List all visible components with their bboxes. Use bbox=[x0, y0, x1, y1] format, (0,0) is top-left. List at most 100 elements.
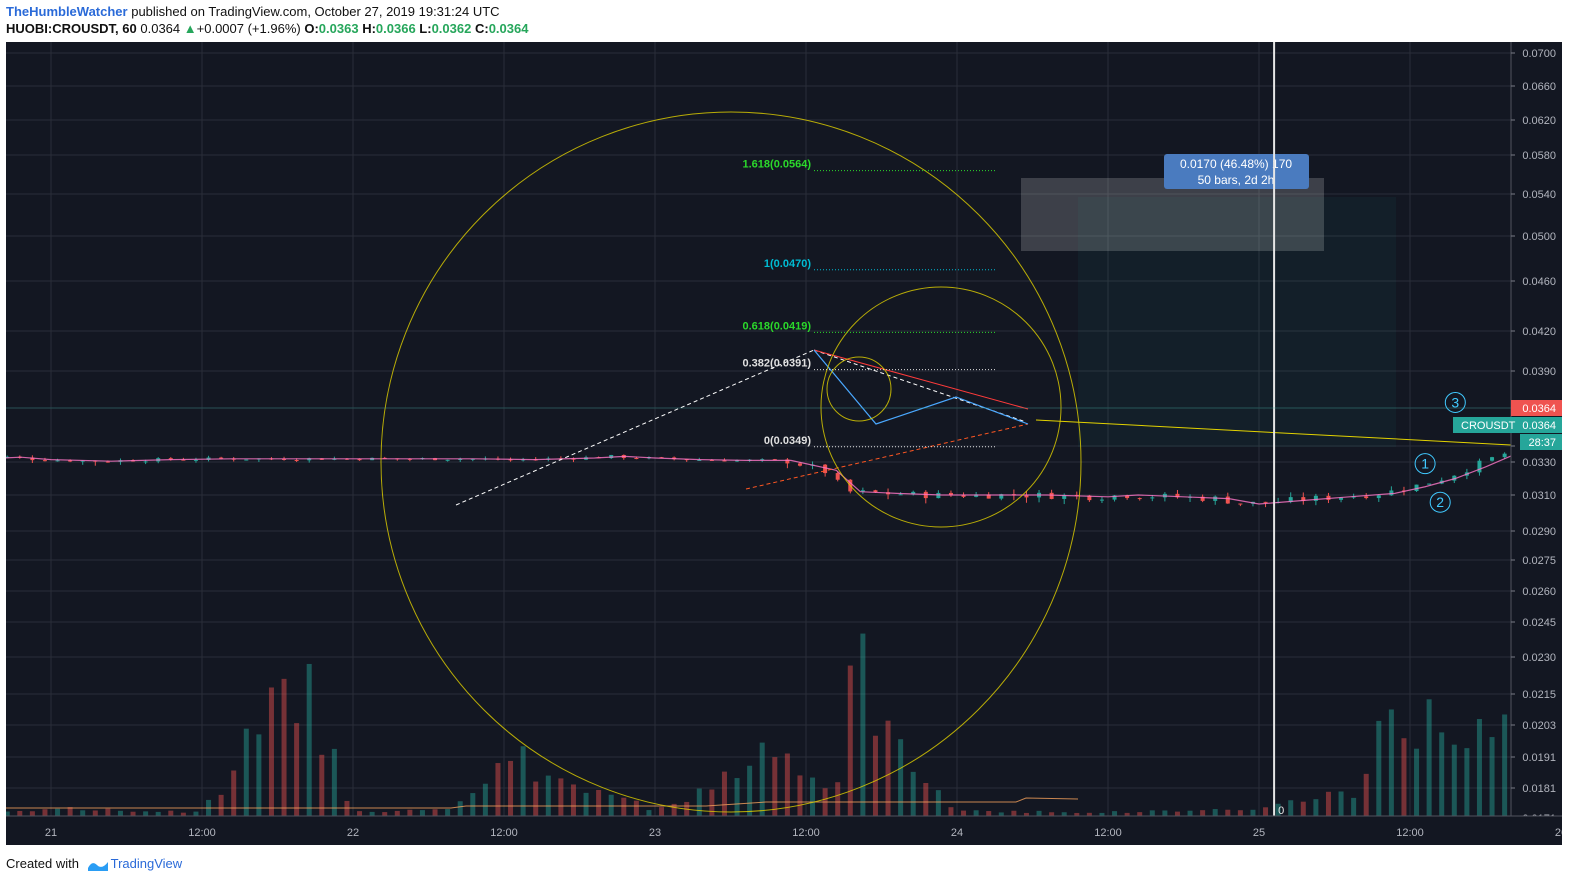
candle-body bbox=[961, 495, 966, 497]
volume-bar bbox=[747, 765, 753, 816]
volume-bar bbox=[432, 809, 438, 816]
countdown-tag bbox=[1520, 434, 1562, 450]
y-axis-label: 0.0580 bbox=[1522, 150, 1556, 162]
candle-body bbox=[1137, 498, 1142, 500]
volume-bar bbox=[294, 723, 300, 816]
volume-bar bbox=[935, 790, 941, 816]
volume-bar bbox=[331, 748, 337, 816]
volume-bar bbox=[1451, 744, 1457, 816]
y-axis-label: 0.0700 bbox=[1522, 48, 1556, 60]
volume-bar bbox=[520, 746, 526, 816]
volume-bar bbox=[1502, 714, 1508, 816]
volume-bar bbox=[105, 808, 111, 816]
volume-bar bbox=[482, 783, 488, 816]
candle-body bbox=[898, 494, 903, 496]
candle-body bbox=[1150, 497, 1155, 499]
volume-bar bbox=[445, 809, 451, 816]
measure-tooltip-line1: 0.0170 (46.48%) 170 bbox=[1180, 157, 1292, 171]
candle-body bbox=[1099, 499, 1104, 501]
candle-body bbox=[1376, 495, 1381, 499]
volume-bar bbox=[533, 781, 539, 816]
wave-label: 1 bbox=[1421, 456, 1429, 472]
volume-bar bbox=[923, 782, 929, 816]
x-axis-label: 26 bbox=[1555, 827, 1562, 839]
fib-level-label: 0.618(0.0419) bbox=[743, 320, 812, 332]
volume-bar bbox=[457, 801, 463, 816]
candle-body bbox=[1427, 483, 1432, 485]
volume-bar bbox=[1464, 748, 1470, 816]
x-axis-label: 12:00 bbox=[1094, 827, 1122, 839]
volume-bar bbox=[281, 678, 287, 816]
trend-dashed-line bbox=[813, 349, 1027, 423]
volume-bar bbox=[1124, 812, 1130, 816]
volume-bar bbox=[1426, 699, 1432, 816]
volume-bar bbox=[1250, 809, 1256, 816]
candle-body bbox=[181, 459, 186, 461]
symbol-legend: HUOBI:CROUSDT, 60 0.0364 ▲+0.0007 (+1.96… bbox=[6, 21, 528, 36]
x-axis-label: 25 bbox=[1253, 827, 1265, 839]
measure-tooltip bbox=[1164, 154, 1309, 189]
candle-body bbox=[80, 460, 85, 462]
x-axis-label: 22 bbox=[347, 827, 359, 839]
wave-marker bbox=[1429, 491, 1451, 513]
tradingview-link[interactable]: TradingView bbox=[110, 856, 183, 871]
candle-body bbox=[735, 460, 740, 462]
x-axis-label: 12:00 bbox=[490, 827, 518, 839]
price-chart[interactable]: 0.0170 (46.48%) 170 50 bars, 2d 2h 1.618(0… bbox=[6, 42, 1562, 845]
volume-bar bbox=[810, 777, 816, 816]
volume-bar bbox=[621, 797, 627, 816]
volume-bar bbox=[1388, 709, 1394, 816]
volume-bar bbox=[1162, 810, 1168, 816]
volume-bar bbox=[1011, 810, 1017, 816]
candle-body bbox=[1175, 493, 1180, 498]
footer: Created with TradingView bbox=[6, 856, 182, 872]
measure-projection-box bbox=[1078, 197, 1396, 447]
author-link[interactable]: TheHumbleWatcher bbox=[6, 4, 128, 19]
volume-bar bbox=[1112, 811, 1118, 816]
volume-bar bbox=[117, 810, 123, 816]
fib-circle-medium bbox=[820, 286, 1062, 528]
y-axis-label: 0.0500 bbox=[1522, 231, 1556, 243]
volume-bar bbox=[784, 753, 790, 816]
volume-bar bbox=[847, 665, 853, 816]
ohlc-close-value: 0.0364 bbox=[488, 21, 529, 36]
candle-body bbox=[193, 459, 198, 461]
ohlc-close-label: C: bbox=[474, 21, 489, 36]
volume-bar bbox=[1212, 809, 1218, 816]
volume-bar bbox=[29, 811, 35, 816]
volume-bar bbox=[1376, 720, 1382, 816]
volume-bar bbox=[143, 811, 149, 816]
volume-bar bbox=[1338, 791, 1344, 816]
volume-bar bbox=[961, 810, 967, 816]
volume-bar bbox=[268, 687, 274, 816]
fib-level-label: 0.382(0.0391) bbox=[743, 358, 812, 370]
candle-body bbox=[508, 459, 513, 461]
volume-bar bbox=[55, 808, 61, 816]
chart-panel[interactable]: 0.0170 (46.48%) 170 50 bars, 2d 2h 1.618(0… bbox=[6, 42, 1562, 845]
x-axis-label: 12:00 bbox=[792, 827, 820, 839]
y-axis-label: 0.0330 bbox=[1522, 457, 1556, 469]
volume-bar bbox=[1363, 773, 1369, 816]
volume-bar bbox=[470, 793, 476, 816]
ohlc-high-label: H: bbox=[362, 21, 376, 36]
volume-bar bbox=[256, 734, 262, 816]
volume-bar bbox=[646, 810, 652, 816]
y-axis-label: 0.0230 bbox=[1522, 652, 1556, 664]
volume-bar bbox=[67, 807, 73, 816]
candle-body bbox=[760, 459, 765, 461]
fib-circle-large bbox=[380, 111, 1082, 813]
x-axis-label: 21 bbox=[45, 827, 57, 839]
candle-body bbox=[697, 459, 702, 461]
volume-bar bbox=[155, 811, 161, 816]
candle-body bbox=[1313, 495, 1318, 501]
time-marker-label: 0 bbox=[1278, 805, 1284, 817]
candle-body bbox=[860, 490, 865, 492]
volume-bar bbox=[419, 810, 425, 816]
y-axis-label: 0.0420 bbox=[1522, 326, 1556, 338]
volume-bar bbox=[1174, 811, 1180, 816]
ohlc-low-value: 0.0362 bbox=[431, 21, 472, 36]
volume-bar bbox=[407, 809, 413, 816]
candle-body bbox=[458, 458, 463, 460]
volume-bar bbox=[508, 760, 514, 816]
volume-bar bbox=[130, 811, 136, 816]
